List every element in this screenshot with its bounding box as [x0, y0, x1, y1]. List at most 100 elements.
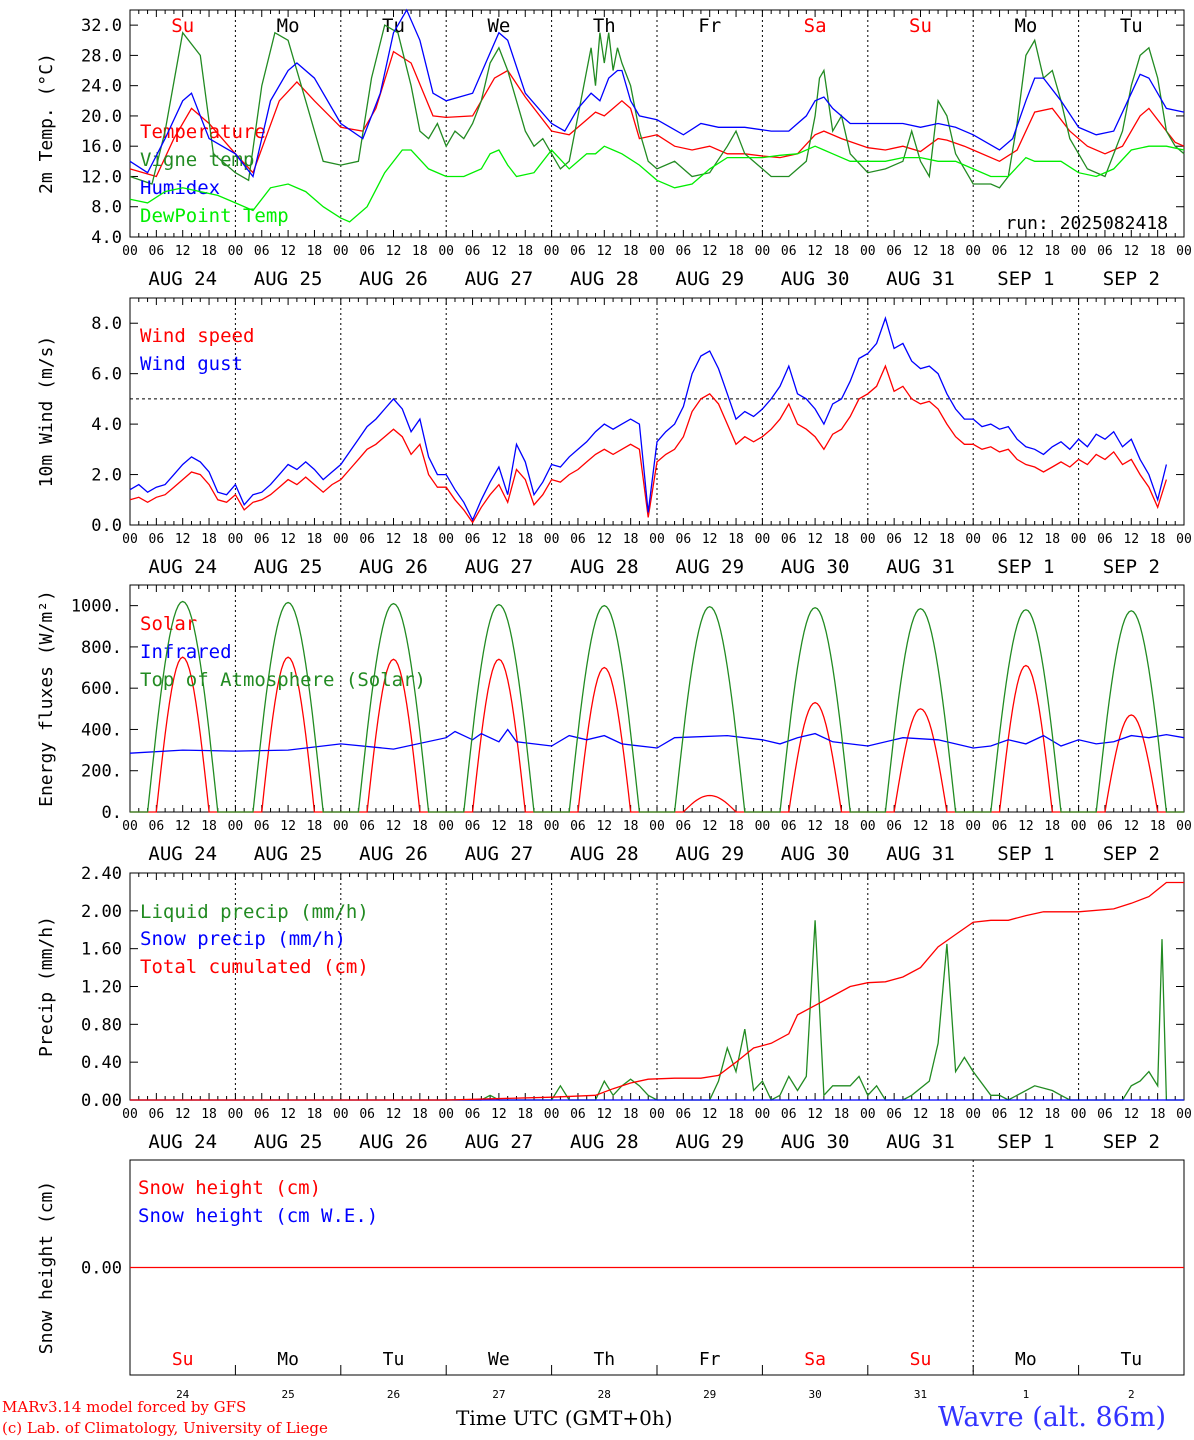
hour-tick-label: 06: [886, 244, 902, 259]
hour-tick-label: 06: [359, 1107, 375, 1122]
hour-tick-label: 12: [1123, 1107, 1139, 1122]
hour-tick-label: 06: [781, 819, 797, 834]
hour-tick-label: 00: [755, 1107, 771, 1122]
date-label: SEP 2: [1103, 556, 1160, 578]
hour-tick-label: 12: [702, 532, 718, 547]
hour-tick-label: 12: [280, 244, 296, 259]
hour-tick-label: 18: [728, 244, 744, 259]
hour-tick-label: 06: [886, 532, 902, 547]
hour-tick-label: 18: [939, 1107, 955, 1122]
hour-tick-label: 18: [201, 819, 217, 834]
hour-tick-label: 00: [333, 1107, 349, 1122]
hour-tick-label: 12: [491, 819, 507, 834]
date-label: AUG 30: [781, 1131, 850, 1153]
hour-tick-label: 00: [544, 532, 560, 547]
hour-tick-label: 12: [913, 244, 929, 259]
legend-entry: Infrared: [140, 641, 232, 663]
hour-tick-label: 06: [676, 819, 692, 834]
hour-tick-label: 00: [544, 244, 560, 259]
weekday-label: Tu: [1120, 15, 1143, 37]
hour-tick-label: 18: [1150, 532, 1166, 547]
legend-entry: Snow height (cm): [138, 1177, 321, 1199]
hour-tick-label: 12: [702, 819, 718, 834]
hour-tick-label: 00: [228, 819, 244, 834]
hour-tick-label: 18: [728, 1107, 744, 1122]
panel-frame: [129, 9, 1185, 238]
legend-entry: Vigne temp: [140, 149, 254, 171]
hour-tick-label: 18: [412, 1107, 428, 1122]
date-label: AUG 29: [675, 1131, 744, 1153]
y-tick-label: 4.0: [91, 228, 122, 248]
y-tick-label: 400.: [81, 720, 122, 740]
hour-tick-label: 00: [649, 1107, 665, 1122]
legend-entry: DewPoint Temp: [140, 205, 289, 227]
hour-tick-label: 12: [1018, 244, 1034, 259]
hour-tick-label: 00: [544, 819, 560, 834]
date-label: AUG 24: [148, 268, 217, 290]
day-number-label: 2: [1128, 1388, 1135, 1401]
date-label: AUG 26: [359, 1131, 428, 1153]
hour-tick-label: 06: [149, 819, 165, 834]
hour-tick-label: 18: [307, 532, 323, 547]
y-tick-label: 16.0: [81, 137, 122, 157]
hour-tick-label: 00: [1176, 819, 1192, 834]
y-tick-label: 600.: [81, 679, 122, 699]
hour-tick-label: 00: [333, 532, 349, 547]
credit-line-1: MARv3.14 model forced by GFS: [2, 1398, 247, 1416]
date-label: AUG 27: [465, 556, 534, 578]
y-tick-label: 0.0: [91, 516, 122, 536]
hour-tick-label: 00: [860, 532, 876, 547]
hour-tick-label: 18: [201, 1107, 217, 1122]
hour-tick-label: 06: [992, 532, 1008, 547]
hour-tick-label: 12: [1018, 819, 1034, 834]
hour-tick-label: 00: [965, 819, 981, 834]
date-label: AUG 28: [570, 556, 639, 578]
hour-tick-label: 12: [491, 244, 507, 259]
hour-tick-label: 12: [1123, 532, 1139, 547]
hour-tick-label: 18: [201, 532, 217, 547]
hour-tick-label: 00: [1071, 244, 1087, 259]
weekday-label: Sa: [804, 15, 827, 37]
hour-tick-label: 06: [886, 819, 902, 834]
y-tick-label: 4.0: [91, 415, 122, 435]
hour-tick-label: 00: [755, 532, 771, 547]
hour-tick-label: 18: [834, 1107, 850, 1122]
hour-tick-label: 00: [860, 244, 876, 259]
y-tick-label: 28.0: [81, 46, 122, 66]
hour-tick-label: 06: [254, 244, 270, 259]
legend-entry: Snow precip (mm/h): [140, 928, 346, 950]
hour-tick-label: 12: [596, 819, 612, 834]
y-axis-label: 2m Temp. (°C): [36, 53, 57, 194]
y-tick-label: 1000.: [71, 597, 122, 617]
weekday-label: Mo: [277, 1349, 299, 1370]
hour-tick-label: 18: [728, 819, 744, 834]
date-label: AUG 30: [781, 268, 850, 290]
hour-tick-label: 12: [913, 532, 929, 547]
y-tick-label: 0.00: [81, 1091, 122, 1111]
weekday-label: Su: [172, 1349, 194, 1370]
hour-tick-label: 06: [465, 244, 481, 259]
weekday-label: Th: [593, 15, 616, 37]
hour-tick-label: 06: [1097, 532, 1113, 547]
hour-tick-label: 12: [175, 532, 191, 547]
hour-tick-label: 18: [834, 819, 850, 834]
date-label: AUG 28: [570, 1131, 639, 1153]
panel-frame: [129, 297, 1185, 526]
hour-tick-label: 18: [939, 244, 955, 259]
hour-tick-label: 00: [438, 532, 454, 547]
series-line-liquid-precip-mm-h-: [130, 920, 1184, 1101]
weekday-label: Th: [593, 1349, 615, 1370]
hour-tick-label: 00: [228, 244, 244, 259]
hour-tick-label: 00: [1071, 819, 1087, 834]
legend-entry: Wind speed: [140, 325, 254, 347]
date-label: AUG 27: [465, 1131, 534, 1153]
hour-tick-label: 06: [781, 532, 797, 547]
hour-tick-label: 06: [359, 244, 375, 259]
date-label: SEP 2: [1103, 1131, 1160, 1153]
hour-tick-label: 00: [438, 244, 454, 259]
hour-tick-label: 18: [834, 532, 850, 547]
hour-tick-label: 00: [544, 1107, 560, 1122]
hour-tick-label: 00: [1176, 244, 1192, 259]
day-number-label: 31: [914, 1388, 927, 1401]
